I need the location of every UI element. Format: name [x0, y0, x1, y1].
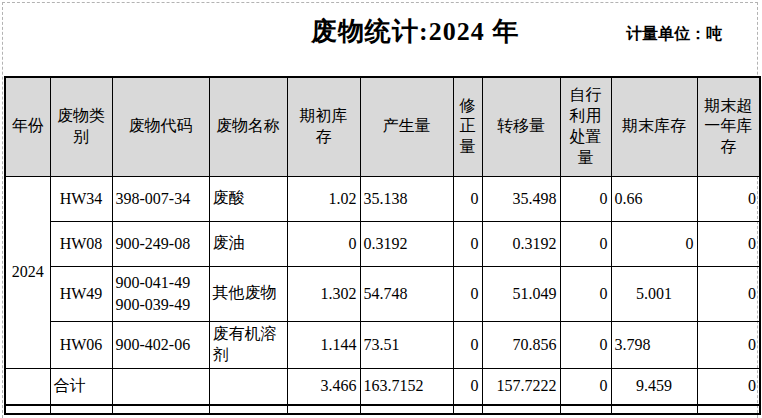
header-opening-stock[interactable]: 期初库 存	[287, 77, 360, 176]
cell-generated[interactable]: 54.748	[360, 266, 453, 321]
cell-correction[interactable]: 0	[453, 176, 482, 221]
cell-self-disposed[interactable]: 0	[560, 266, 611, 321]
empty-cell[interactable]	[112, 405, 209, 414]
cell-self-disposed[interactable]: 0	[560, 321, 611, 368]
cell-transferred[interactable]: 35.498	[482, 176, 560, 221]
cell-opening-stock[interactable]: 0	[287, 221, 360, 266]
header-waste-name[interactable]: 废物名称	[209, 77, 287, 176]
cell-year[interactable]: 2024	[5, 176, 50, 368]
cell-name[interactable]: 其他废物	[209, 266, 287, 321]
cell-total-closing-stock[interactable]: 9.459	[611, 368, 697, 405]
cell-correction[interactable]: 0	[453, 266, 482, 321]
waste-statistics-table: 年份 废物类 别 废物代码 废物名称 期初库 存 产生量 修 正 量 转移量 自…	[4, 76, 761, 415]
cell-generated[interactable]: 35.138	[360, 176, 453, 221]
cell-category[interactable]: HW06	[50, 321, 112, 368]
cell-generated[interactable]: 0.3192	[360, 221, 453, 266]
cell-generated[interactable]: 73.51	[360, 321, 453, 368]
table-row: 2024 HW34 398-007-34 废酸 1.02 35.138 0 35…	[5, 176, 760, 221]
cell-over-one-year-stock[interactable]: 0	[697, 221, 760, 266]
cell-code[interactable]: 900-402-06	[112, 321, 209, 368]
cell-category[interactable]: HW08	[50, 221, 112, 266]
cell-code[interactable]: 900-041-49 900-039-49	[112, 266, 209, 321]
cell-transferred[interactable]: 70.856	[482, 321, 560, 368]
cell-total-self-disposed[interactable]: 0	[560, 368, 611, 405]
cell-over-one-year-stock[interactable]: 0	[697, 176, 760, 221]
table-row: HW06 900-402-06 废有机溶剂 1.144 73.51 0 70.8…	[5, 321, 760, 368]
cell-name-empty[interactable]	[209, 368, 287, 405]
sheet-title: 废物统计:2024 年	[311, 14, 519, 49]
cell-self-disposed[interactable]: 0	[560, 176, 611, 221]
cell-total-transferred[interactable]: 157.7222	[482, 368, 560, 405]
table-row: HW08 900-249-08 废油 0 0.3192 0 0.3192 0 0…	[5, 221, 760, 266]
header-over-one-year-stock[interactable]: 期末超 一年库 存	[697, 77, 760, 176]
cell-category[interactable]: HW34	[50, 176, 112, 221]
cell-total-label[interactable]: 合计	[50, 368, 112, 405]
empty-cell[interactable]	[5, 405, 50, 414]
header-self-disposed[interactable]: 自行 利用 处置 量	[560, 77, 611, 176]
cell-total-generated[interactable]: 163.7152	[360, 368, 453, 405]
total-row: 合计 3.466 163.7152 0 157.7222 0 9.459 0	[5, 368, 760, 405]
partial-empty-row	[5, 405, 760, 414]
cell-total-correction[interactable]: 0	[453, 368, 482, 405]
header-waste-code[interactable]: 废物代码	[112, 77, 209, 176]
header-generated[interactable]: 产生量	[360, 77, 453, 176]
unit-label: 计量单位：吨	[626, 24, 722, 45]
cell-transferred[interactable]: 51.049	[482, 266, 560, 321]
cell-category[interactable]: HW49	[50, 266, 112, 321]
header-closing-stock[interactable]: 期末库存	[611, 77, 697, 176]
header-waste-category[interactable]: 废物类 别	[50, 77, 112, 176]
cell-total-over-one-year-stock[interactable]: 0	[697, 368, 760, 405]
cell-code-empty[interactable]	[112, 368, 209, 405]
header-transferred[interactable]: 转移量	[482, 77, 560, 176]
cell-year-empty[interactable]	[5, 368, 50, 405]
table-header-row: 年份 废物类 别 废物代码 废物名称 期初库 存 产生量 修 正 量 转移量 自…	[5, 77, 760, 176]
cell-opening-stock[interactable]: 1.302	[287, 266, 360, 321]
empty-cell[interactable]	[360, 405, 453, 414]
cell-over-one-year-stock[interactable]: 0	[697, 321, 760, 368]
empty-cell[interactable]	[611, 405, 697, 414]
cell-total-opening-stock[interactable]: 3.466	[287, 368, 360, 405]
cell-over-one-year-stock[interactable]: 0	[697, 266, 760, 321]
cell-name[interactable]: 废酸	[209, 176, 287, 221]
cell-correction[interactable]: 0	[453, 221, 482, 266]
empty-cell[interactable]	[287, 405, 360, 414]
cell-closing-stock[interactable]: 3.798	[611, 321, 697, 368]
header-year[interactable]: 年份	[5, 77, 50, 176]
table-row: HW49 900-041-49 900-039-49 其他废物 1.302 54…	[5, 266, 760, 321]
cell-name[interactable]: 废油	[209, 221, 287, 266]
cell-closing-stock[interactable]: 5.001	[611, 266, 697, 321]
cell-name[interactable]: 废有机溶剂	[209, 321, 287, 368]
cell-self-disposed[interactable]: 0	[560, 221, 611, 266]
cell-transferred[interactable]: 0.3192	[482, 221, 560, 266]
cell-opening-stock[interactable]: 1.02	[287, 176, 360, 221]
empty-cell[interactable]	[560, 405, 611, 414]
empty-cell[interactable]	[453, 405, 482, 414]
empty-cell[interactable]	[697, 405, 760, 414]
cell-closing-stock[interactable]: 0	[611, 221, 697, 266]
header-correction[interactable]: 修 正 量	[453, 77, 482, 176]
cell-opening-stock[interactable]: 1.144	[287, 321, 360, 368]
cell-correction[interactable]: 0	[453, 321, 482, 368]
cell-code[interactable]: 900-249-08	[112, 221, 209, 266]
empty-cell[interactable]	[209, 405, 287, 414]
empty-cell[interactable]	[50, 405, 112, 414]
cell-code[interactable]: 398-007-34	[112, 176, 209, 221]
empty-cell[interactable]	[482, 405, 560, 414]
cell-closing-stock[interactable]: 0.66	[611, 176, 697, 221]
